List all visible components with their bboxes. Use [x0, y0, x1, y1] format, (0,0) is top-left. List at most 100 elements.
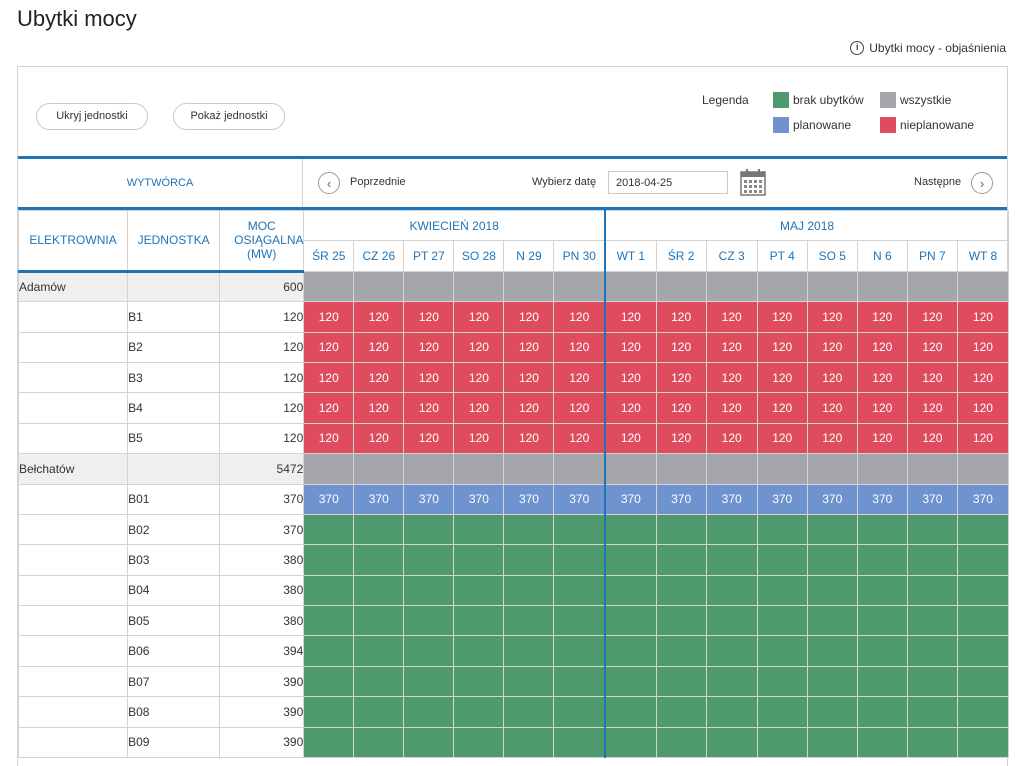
- loss-cell[interactable]: [303, 635, 355, 667]
- loss-cell[interactable]: [806, 513, 858, 546]
- loss-cell[interactable]: 120: [756, 301, 808, 333]
- loss-cell[interactable]: [705, 453, 758, 485]
- next-label[interactable]: Następne: [914, 176, 962, 188]
- loss-cell[interactable]: 120: [806, 361, 858, 394]
- loss-cell[interactable]: [906, 665, 958, 698]
- loss-cell[interactable]: [856, 270, 908, 303]
- loss-cell[interactable]: [353, 270, 405, 303]
- loss-cell[interactable]: [604, 574, 657, 607]
- loss-cell[interactable]: 120: [403, 422, 455, 455]
- loss-cell[interactable]: [303, 696, 355, 728]
- loss-cell[interactable]: [503, 544, 555, 576]
- loss-cell[interactable]: [705, 635, 758, 667]
- loss-cell[interactable]: [655, 574, 707, 607]
- loss-cell[interactable]: [956, 635, 1010, 667]
- loss-cell[interactable]: [353, 574, 405, 607]
- loss-cell[interactable]: [604, 453, 657, 485]
- loss-cell[interactable]: 120: [553, 392, 606, 424]
- loss-cell[interactable]: 370: [705, 483, 758, 515]
- loss-cell[interactable]: [503, 453, 555, 485]
- producer-header[interactable]: WYTWÓRCA: [18, 159, 303, 207]
- loss-cell[interactable]: [705, 544, 758, 576]
- loss-cell[interactable]: 120: [303, 392, 355, 424]
- loss-cell[interactable]: 120: [353, 422, 405, 455]
- loss-cell[interactable]: [353, 605, 405, 637]
- loss-cell[interactable]: [655, 605, 707, 637]
- loss-cell[interactable]: [503, 270, 555, 303]
- loss-cell[interactable]: [303, 665, 355, 698]
- loss-cell[interactable]: [906, 270, 958, 303]
- loss-cell[interactable]: 120: [503, 392, 555, 424]
- loss-cell[interactable]: [453, 453, 505, 485]
- loss-cell[interactable]: [353, 453, 405, 485]
- loss-cell[interactable]: 120: [453, 361, 505, 394]
- loss-cell[interactable]: 120: [303, 422, 355, 455]
- loss-cell[interactable]: [756, 544, 808, 576]
- loss-cell[interactable]: 120: [906, 422, 958, 455]
- loss-cell[interactable]: 120: [806, 301, 858, 333]
- loss-cell[interactable]: 370: [303, 483, 355, 515]
- loss-cell[interactable]: [956, 544, 1010, 576]
- loss-cell[interactable]: 120: [453, 301, 505, 333]
- loss-cell[interactable]: 120: [705, 361, 758, 394]
- loss-cell[interactable]: [604, 605, 657, 637]
- loss-cell[interactable]: [906, 544, 958, 576]
- loss-cell[interactable]: 120: [403, 361, 455, 394]
- loss-cell[interactable]: [956, 665, 1010, 698]
- loss-cell[interactable]: [604, 544, 657, 576]
- loss-cell[interactable]: [806, 544, 858, 576]
- loss-cell[interactable]: [856, 513, 908, 546]
- loss-cell[interactable]: 120: [503, 422, 555, 455]
- loss-cell[interactable]: 120: [655, 301, 707, 333]
- loss-cell[interactable]: [906, 574, 958, 607]
- loss-cell[interactable]: 120: [705, 301, 758, 333]
- loss-cell[interactable]: [403, 270, 455, 303]
- loss-cell[interactable]: [806, 665, 858, 698]
- prev-label[interactable]: Poprzednie: [350, 176, 406, 188]
- loss-cell[interactable]: 120: [806, 422, 858, 455]
- loss-cell[interactable]: 120: [353, 331, 405, 363]
- loss-cell[interactable]: [655, 665, 707, 698]
- loss-cell[interactable]: [403, 696, 455, 728]
- loss-cell[interactable]: [856, 665, 908, 698]
- hide-units-button[interactable]: Ukryj jednostki: [36, 103, 148, 130]
- loss-cell[interactable]: [655, 696, 707, 728]
- loss-cell[interactable]: [453, 544, 505, 576]
- loss-cell[interactable]: [453, 696, 505, 728]
- loss-cell[interactable]: 120: [906, 392, 958, 424]
- loss-cell[interactable]: [806, 270, 858, 303]
- loss-cell[interactable]: [403, 635, 455, 667]
- loss-cell[interactable]: [956, 574, 1010, 607]
- loss-cell[interactable]: 120: [956, 392, 1010, 424]
- loss-cell[interactable]: [604, 696, 657, 728]
- loss-cell[interactable]: 370: [906, 483, 958, 515]
- loss-cell[interactable]: [303, 544, 355, 576]
- loss-cell[interactable]: [655, 635, 707, 667]
- loss-cell[interactable]: [503, 605, 555, 637]
- loss-cell[interactable]: [956, 605, 1010, 637]
- loss-cell[interactable]: 120: [604, 422, 657, 455]
- loss-cell[interactable]: [553, 513, 606, 546]
- loss-cell[interactable]: [705, 696, 758, 728]
- loss-cell[interactable]: [553, 544, 606, 576]
- loss-cell[interactable]: [353, 696, 405, 728]
- loss-cell[interactable]: 120: [403, 301, 455, 333]
- loss-cell[interactable]: 120: [303, 361, 355, 394]
- loss-cell[interactable]: 120: [806, 331, 858, 363]
- loss-cell[interactable]: 120: [604, 331, 657, 363]
- loss-cell[interactable]: [403, 513, 455, 546]
- loss-cell[interactable]: 120: [856, 331, 908, 363]
- loss-cell[interactable]: [756, 726, 808, 759]
- date-input[interactable]: [608, 171, 728, 194]
- loss-cell[interactable]: 120: [353, 361, 405, 394]
- loss-cell[interactable]: 120: [553, 361, 606, 394]
- loss-cell[interactable]: [856, 635, 908, 667]
- loss-cell[interactable]: [655, 453, 707, 485]
- loss-cell[interactable]: 120: [856, 301, 908, 333]
- loss-cell[interactable]: [503, 726, 555, 759]
- loss-cell[interactable]: [403, 574, 455, 607]
- loss-cell[interactable]: 120: [655, 361, 707, 394]
- loss-cell[interactable]: 120: [353, 301, 405, 333]
- loss-cell[interactable]: 120: [655, 392, 707, 424]
- loss-cell[interactable]: [453, 726, 505, 759]
